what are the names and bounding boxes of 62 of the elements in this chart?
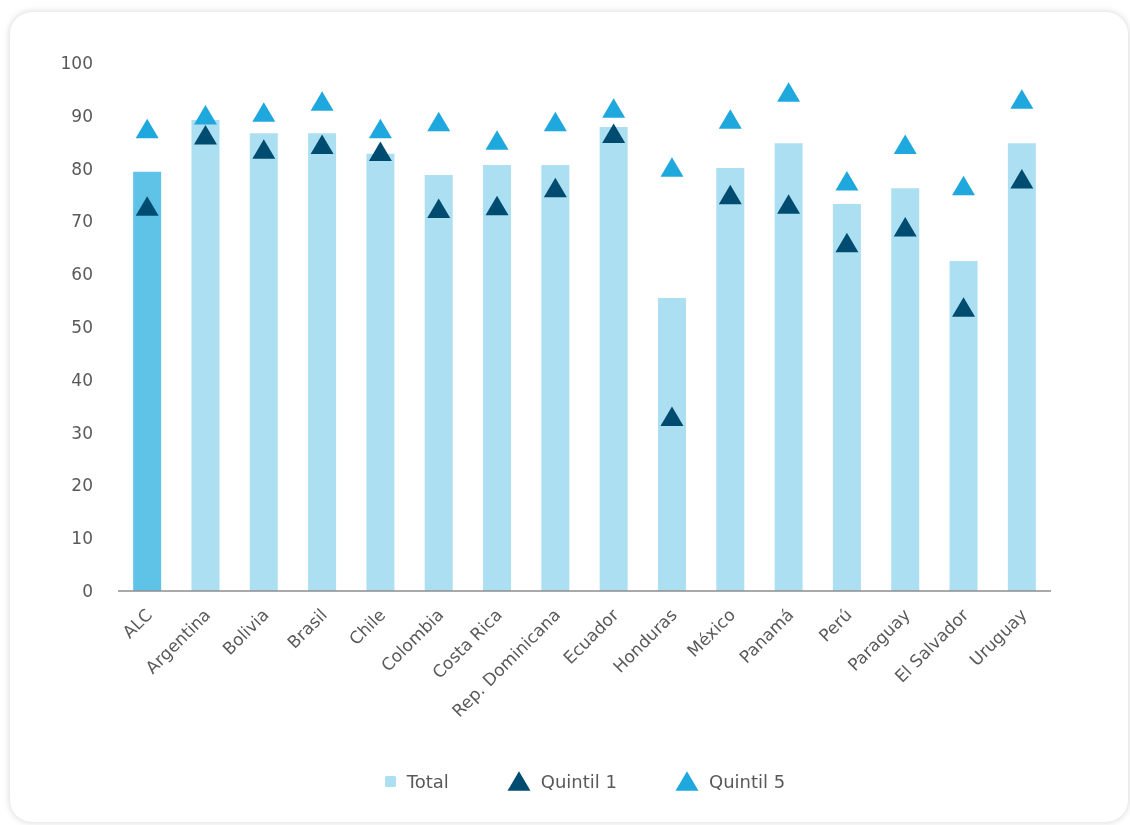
bar: [249, 133, 278, 591]
point: [135, 118, 159, 139]
y-tick-label: 50: [71, 317, 93, 338]
bar: [832, 203, 861, 591]
point: [543, 111, 567, 132]
point: [252, 139, 276, 159]
bar: [891, 188, 920, 591]
point: [893, 216, 917, 237]
bar: [424, 174, 453, 591]
bar: [133, 171, 162, 591]
y-tick-label: 10: [71, 528, 93, 549]
point: [193, 104, 217, 125]
point: [602, 123, 626, 143]
y-tick-label: 90: [71, 105, 93, 126]
bar: [716, 168, 745, 591]
y-tick-label: 40: [71, 369, 93, 390]
point: [310, 134, 334, 155]
bar: [541, 164, 570, 591]
y-tick-label: 30: [71, 422, 93, 443]
point: [660, 157, 684, 177]
point: [718, 109, 742, 129]
point: [193, 125, 217, 145]
point: [368, 141, 392, 161]
bar: [1007, 143, 1036, 591]
y-tick-label: 60: [71, 264, 93, 285]
point: [368, 118, 392, 139]
point: [310, 91, 334, 111]
bar: [774, 143, 803, 591]
bar: [949, 261, 978, 591]
point: [718, 184, 742, 205]
point: [1010, 89, 1034, 109]
point: [777, 194, 801, 214]
point: [485, 195, 509, 216]
point: [135, 196, 159, 216]
legend-label: Quintil 5: [709, 770, 786, 792]
point: [427, 198, 451, 218]
bar: [657, 297, 686, 591]
bar: [191, 120, 220, 591]
point: [777, 82, 801, 102]
point: [893, 134, 917, 155]
legend-label: Quintil 1: [540, 770, 618, 792]
bar: [308, 133, 337, 591]
y-tick-label: 80: [71, 158, 93, 179]
point: [485, 130, 509, 150]
bar: [599, 126, 628, 591]
bar: [366, 153, 395, 591]
y-tick-label: 100: [60, 53, 93, 74]
y-tick-label: 70: [71, 211, 93, 232]
bar: [483, 164, 512, 591]
point: [835, 170, 859, 191]
point: [952, 175, 976, 196]
y-tick-label: 20: [71, 475, 93, 496]
y-tick-label: 0: [82, 581, 93, 602]
point: [602, 98, 626, 118]
point: [543, 177, 567, 198]
point: [952, 297, 976, 317]
point: [660, 406, 684, 426]
legend-label: Total: [406, 770, 449, 792]
point: [835, 232, 859, 253]
point: [1010, 168, 1034, 189]
point: [427, 111, 451, 132]
point: [252, 102, 276, 122]
